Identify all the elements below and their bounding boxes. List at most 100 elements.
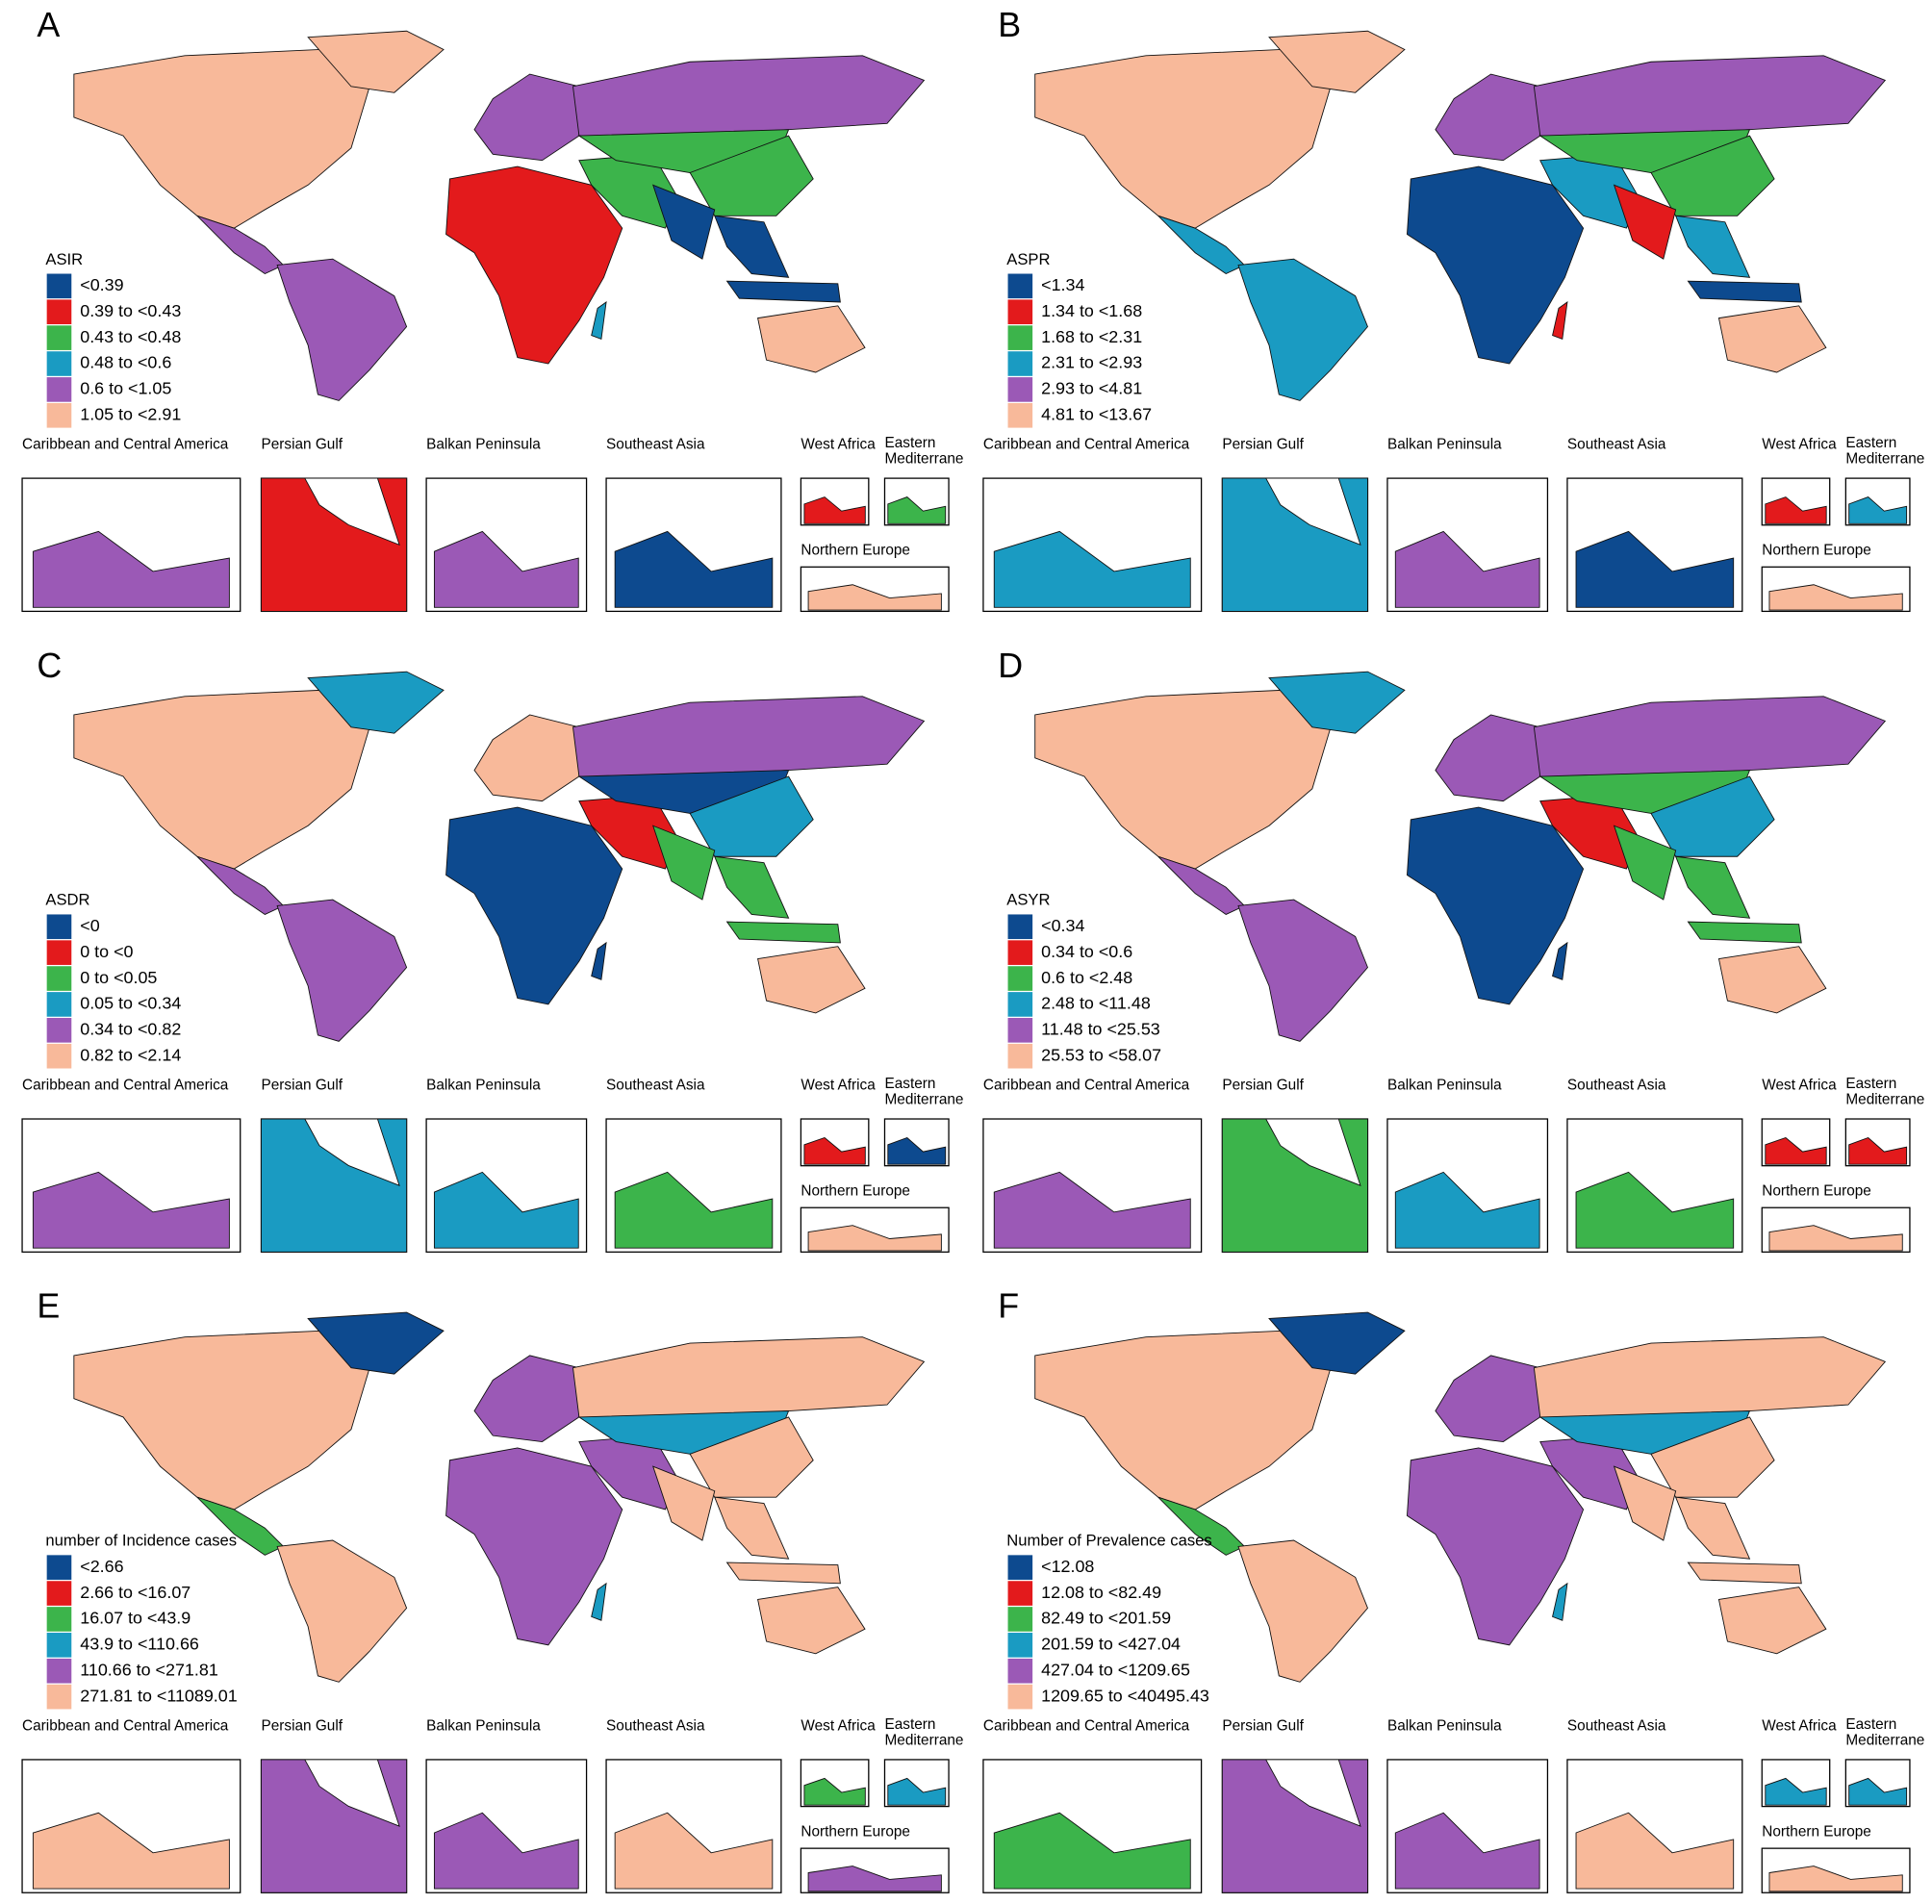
inset-title-text: Eastern Mediterrane — [1845, 1716, 1925, 1749]
legend-swatch — [1007, 377, 1033, 402]
legend-label: 0.43 to <0.48 — [80, 327, 181, 346]
inset-title: West Africa — [801, 437, 876, 453]
inset-title: Balkan Peninsula — [1387, 1717, 1502, 1734]
legend-swatch — [46, 377, 72, 402]
inset-title: Eastern Mediterrane — [884, 1076, 963, 1107]
country-region — [1687, 921, 1802, 944]
panel-letter: E — [37, 1287, 60, 1326]
legend-label: 2.66 to <16.07 — [80, 1583, 191, 1602]
inset-land — [1575, 1171, 1735, 1249]
country-region — [1533, 696, 1887, 777]
country-region — [1687, 1561, 1802, 1585]
inset-land — [32, 530, 230, 608]
country-region — [1034, 1330, 1332, 1511]
country-region — [757, 1587, 866, 1655]
country-region — [572, 1336, 926, 1418]
inset-land — [1768, 584, 1903, 611]
inset-land — [433, 530, 579, 608]
inset-land — [433, 1812, 579, 1890]
legend-label: 16.07 to <43.9 — [80, 1609, 191, 1628]
legend-label: <0 — [80, 916, 99, 935]
country-region — [714, 855, 790, 919]
legend-label: <0.39 — [80, 275, 123, 294]
inset-title-text: Eastern Mediterrane — [884, 435, 964, 468]
inset-land — [803, 496, 866, 524]
legend-swatch — [1007, 325, 1033, 350]
country-region — [1034, 689, 1332, 870]
country-region — [1435, 73, 1541, 162]
inset-title: Caribbean and Central America — [983, 1717, 1190, 1734]
legend-swatch — [1007, 1607, 1033, 1632]
inset-land — [1848, 1777, 1908, 1806]
panel-letter: D — [998, 647, 1023, 685]
inset-title: Balkan Peninsula — [426, 1717, 541, 1734]
country-region — [307, 30, 445, 93]
inset-title: West Africa — [1762, 1078, 1837, 1094]
legend-swatch — [46, 966, 72, 991]
legend-swatch — [1007, 940, 1033, 965]
legend-label: 2.31 to <2.93 — [1041, 353, 1142, 372]
map-panel: C ASDR <0 0 to <0 0 to <0.05 0.05 to <0.34 0.3… — [21, 647, 963, 1253]
legend-swatch — [1007, 1658, 1033, 1684]
country-region — [591, 941, 607, 980]
country-region — [1435, 1355, 1541, 1443]
legend-label: 271.81 to <11089.01 — [80, 1686, 238, 1705]
country-region — [714, 215, 790, 278]
inset-land — [803, 1777, 866, 1806]
inset-sea — [304, 1118, 400, 1186]
map-panel: B ASPR <1.34 1.34 to <1.68 1.68 to <2.31 2.31… — [982, 6, 1924, 613]
legend-label: <0.34 — [1041, 916, 1084, 935]
country-region — [725, 1561, 841, 1585]
inset-sea — [304, 477, 400, 546]
legend-label: 201.59 to <427.04 — [1041, 1635, 1181, 1654]
panel-letter: A — [37, 6, 60, 44]
legend-title: ASIR — [45, 250, 83, 268]
inset-title: Southeast Asia — [1567, 1717, 1666, 1734]
inset-sea — [1264, 1118, 1361, 1186]
panel-letter: B — [998, 6, 1021, 44]
inset-title: Caribbean and Central America — [22, 1717, 229, 1734]
inset-land — [807, 1225, 942, 1252]
legend-swatch — [1007, 914, 1033, 940]
country-region — [73, 48, 370, 229]
legend-label: 0.6 to <2.48 — [1041, 968, 1132, 987]
legend-swatch — [46, 299, 72, 325]
legend-swatch — [46, 1607, 72, 1632]
panel-letter: F — [998, 1287, 1019, 1326]
legend-label: 2.48 to <11.48 — [1041, 994, 1151, 1013]
legend-swatch — [1007, 1018, 1033, 1043]
inset-land — [614, 1171, 774, 1249]
panel-letter: C — [37, 647, 62, 685]
inset-sea — [1264, 477, 1361, 546]
country-region — [1435, 714, 1541, 802]
country-region — [73, 689, 370, 870]
country-region — [1552, 301, 1568, 341]
legend-swatch — [1007, 1581, 1033, 1606]
legend-swatch — [46, 1581, 72, 1606]
country-region — [307, 671, 445, 734]
legend-label: 4.81 to <13.67 — [1041, 405, 1152, 424]
legend-swatch — [1007, 402, 1033, 428]
legend-title: ASPR — [1006, 250, 1050, 268]
country-region — [1613, 1465, 1677, 1541]
inset-sea — [304, 1759, 400, 1827]
legend-label: 0.82 to <2.14 — [80, 1045, 181, 1064]
country-region — [1034, 48, 1332, 229]
legend-swatch — [46, 940, 72, 965]
inset-title: Northern Europe — [1762, 1183, 1871, 1200]
country-region — [1674, 215, 1751, 278]
legend-label: 1.05 to <2.91 — [80, 405, 181, 424]
country-region — [1237, 1539, 1368, 1683]
map-panel: F Number of Prevalence cases <12.08 12.08 t… — [982, 1287, 1925, 1893]
inset-land — [1394, 530, 1540, 608]
legend-label: 110.66 to <271.81 — [80, 1660, 218, 1679]
inset-title: Caribbean and Central America — [22, 437, 229, 453]
inset-land — [1394, 1171, 1540, 1249]
inset-land — [32, 1171, 230, 1249]
inset-land — [1394, 1812, 1540, 1890]
legend-label: 0.6 to <1.05 — [80, 379, 171, 398]
inset-land — [1848, 496, 1908, 524]
legend-label: 1209.65 to <40495.43 — [1041, 1686, 1209, 1705]
